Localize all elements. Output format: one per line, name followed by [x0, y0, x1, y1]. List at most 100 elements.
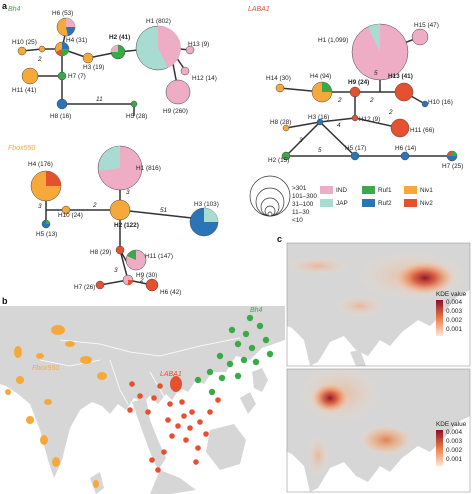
- kde-legend-title-bottom: KDE value: [436, 421, 467, 428]
- laba1-label-H6: H6 (14): [395, 145, 416, 152]
- fbox-node-H7: [95, 280, 105, 290]
- laba1-edges: [279, 36, 452, 157]
- legend-swatch-Ruf1: [362, 186, 375, 194]
- laba1-node-H8: [282, 124, 290, 132]
- fbox-edge-label-2b: 2: [139, 277, 144, 284]
- bh4-node-junction: [38, 45, 46, 53]
- kde-hotspot-southern-china: [393, 260, 457, 296]
- size-bin-1: >301: [292, 185, 307, 192]
- fbox-label-H6: H6 (42): [160, 289, 181, 296]
- map-label-laba1: LABA1: [160, 371, 182, 378]
- map-label-fbox550: Fbox550: [32, 365, 59, 372]
- bh4-node-H5: [130, 100, 138, 108]
- bh4-label-H6: H6 (53): [52, 10, 73, 17]
- fbox-nodes: [30, 145, 219, 292]
- legend-swatch-JAP: [320, 199, 333, 207]
- laba1-node-H14: [275, 83, 285, 93]
- bh4-node-H11: [21, 67, 39, 85]
- kde-tick-bottom-4: 0.001: [446, 456, 462, 463]
- laba1-node-H3: [316, 118, 324, 126]
- laba1-node-H2: [281, 151, 291, 161]
- gene-title-laba1: LABA1: [248, 6, 270, 13]
- fbox-label-H3: H3 (103): [194, 201, 219, 208]
- laba1-edge-label-5b: 5: [318, 147, 322, 154]
- size-bin-5: <10: [292, 217, 303, 224]
- laba1-label-H8: H8 (28): [270, 119, 291, 126]
- laba1-node-H13: [394, 82, 414, 102]
- laba1-label-H5: H5 (17): [345, 145, 366, 152]
- bh4-node-H7: [57, 71, 67, 81]
- laba1-label-H11: H11 (66): [410, 127, 434, 134]
- bh4-label-H11: H11 (41): [12, 87, 36, 94]
- fbox-edge-label-3: 3: [38, 203, 42, 210]
- fbox-edge-label-2: 2: [92, 202, 97, 209]
- fbox-node-H2: [109, 199, 131, 221]
- map-malay-peninsula: [132, 398, 166, 470]
- kde-tick-top-4: 0.001: [446, 326, 462, 333]
- laba1-node-H11: [390, 118, 410, 138]
- kde-hotspot-north-india: [310, 382, 350, 414]
- laba1-node-H4: [311, 81, 333, 103]
- laba1-label-H9: H9 (24): [348, 79, 369, 86]
- fbox-label-H2: H2 (122): [114, 222, 139, 229]
- fbox-node-H11: [125, 249, 147, 271]
- laba1-node-H7: [446, 150, 458, 162]
- bh4-node-H10: [17, 46, 27, 56]
- kde-legend-bottom: KDE value 0.004 0.003 0.002 0.001: [436, 421, 467, 466]
- fbox-network: H4 (176) H1 (816) H10 (24) H5 (13) H2 (1…: [28, 145, 219, 296]
- laba1-edge-label-2a: 2: [337, 97, 342, 104]
- bh4-node-H9: [165, 79, 191, 105]
- gene-title-bh4: Bh4: [8, 6, 21, 13]
- bh4-label-H3: H3 (19): [83, 64, 104, 71]
- laba1-nodes: [275, 23, 458, 162]
- kde-tick-bottom-2: 0.003: [446, 438, 462, 445]
- laba1-network: H1 (1,099) H15 (47) H14 (30) H4 (94) H9 …: [266, 22, 463, 170]
- fbox-labels: H4 (176) H1 (816) H10 (24) H5 (13) H2 (1…: [28, 161, 219, 296]
- laba1-label-H4: H4 (94): [310, 73, 331, 80]
- fbox-label-H5: H5 (13): [36, 231, 57, 238]
- fbox-label-H9: H9 (30): [136, 272, 157, 279]
- laba1-label-H2: H2 (15): [268, 157, 289, 164]
- kde-tick-top-2: 0.003: [446, 308, 462, 315]
- legend-label-Ruf1: Ruf1: [378, 187, 392, 194]
- laba1-label-H12: H12 (9): [359, 116, 380, 123]
- kde-map-top: [287, 243, 470, 366]
- sites-laba1: [127, 376, 221, 473]
- legend-swatch-Niv2: [404, 199, 417, 207]
- fbox-node-H6: [145, 278, 159, 292]
- bh4-label-H10: H10 (25): [12, 39, 37, 46]
- size-bin-3: 31–100: [292, 201, 314, 208]
- fbox-edge-label-3b: 3: [126, 189, 130, 196]
- bh4-label-H4: H4 (31): [66, 37, 87, 44]
- fbox-node-H5: [41, 219, 51, 229]
- kde-legend-top: KDE value 0.004 0.003 0.002 0.001: [436, 291, 467, 336]
- size-legend: >301 101–300 31–100 11–30 <10: [249, 175, 317, 224]
- fbox-label-H11: H11 (147): [145, 253, 173, 260]
- laba1-edge-label-5: 5: [374, 70, 378, 77]
- fbox-label-H8: H8 (29): [90, 249, 111, 256]
- laba1-node-H1: [351, 23, 409, 81]
- bh4-label-H13: H13 (9): [188, 41, 209, 48]
- bh4-label-H1: H1 (802): [146, 18, 171, 25]
- map-luzon: [240, 392, 256, 414]
- bh4-labels: H10 (25) H6 (53) H4 (31) H7 (7) H11 (41)…: [12, 10, 217, 120]
- bh4-node-H6: [56, 17, 76, 37]
- legend-label-Niv2: Niv2: [420, 200, 433, 207]
- map-b: Bh4 Fbox550 LABA1: [0, 306, 285, 494]
- bh4-label-H2: H2 (41): [109, 34, 130, 41]
- laba1-label-H10: H10 (16): [428, 99, 453, 106]
- bh4-node-H8: [56, 98, 68, 110]
- panel-label-c: c: [277, 234, 282, 244]
- fbox-edge-label-3c: 3: [114, 267, 118, 274]
- kde-hotspot-indochina: [358, 424, 414, 456]
- legend-label-JAP: JAP: [336, 200, 348, 207]
- bh4-node-H2: [110, 44, 126, 60]
- fbox-edge-label-51: 51: [160, 207, 168, 214]
- color-legend: IND JAP Ruf1 Ruf2 Niv1 Niv2: [320, 186, 433, 207]
- bh4-node-H12: [180, 66, 190, 76]
- laba1-label-H15: H15 (47): [414, 22, 439, 29]
- size-bin-4: 11–30: [292, 209, 310, 216]
- fbox-node-H9: [122, 274, 134, 286]
- fbox-node-H10: [61, 205, 71, 215]
